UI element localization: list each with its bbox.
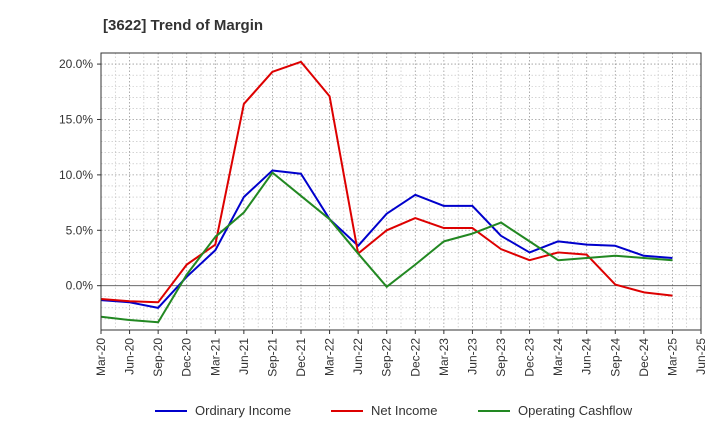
y-tick-label: 10.0%: [59, 168, 93, 182]
x-tick-label: Mar-24: [551, 338, 565, 376]
series-line-ordinary-income: [100, 169, 673, 309]
x-tick-label: Sep-22: [380, 338, 394, 377]
x-tick-label: Jun-21: [237, 338, 251, 375]
series-line-operating-cashflow: [100, 171, 673, 324]
y-tick-label: 20.0%: [59, 57, 93, 71]
legend-label: Net Income: [371, 403, 437, 418]
legend-label: Ordinary Income: [195, 403, 291, 418]
plot-frame: [100, 52, 702, 331]
x-tick-label: Jun-24: [580, 338, 594, 375]
x-tick-label: Mar-23: [437, 338, 451, 376]
x-axis-ticks: Mar-20 Jun-20 Sep-20 Dec-20 Mar-21 Jun-21 Sep-…: [94, 330, 708, 377]
x-tick-label: Jun-20: [123, 338, 137, 375]
x-tick-label: Sep-21: [265, 338, 279, 377]
x-tick-label: Mar-20: [94, 338, 108, 376]
x-tick-label: Sep-23: [494, 338, 508, 377]
x-tick-label: Jun-23: [465, 338, 479, 375]
x-tick-label: Dec-20: [180, 338, 194, 377]
y-axis-ticks: 0.0% 5.0% 10.0% 15.0% 20.0%: [59, 57, 101, 293]
x-tick-label: Jun-25: [694, 338, 708, 375]
y-tick-label: 5.0%: [66, 223, 94, 237]
x-tick-label: Jun-22: [351, 338, 365, 375]
chart-title: [3622] Trend of Margin: [103, 17, 263, 34]
grid-lines: [100, 52, 702, 331]
x-tick-label: Dec-21: [294, 338, 308, 377]
x-tick-label: Mar-21: [208, 338, 222, 376]
x-tick-label: Dec-22: [408, 338, 422, 377]
x-tick-label: Sep-24: [608, 338, 622, 377]
legend-label: Operating Cashflow: [518, 403, 633, 418]
y-tick-label: 15.0%: [59, 112, 93, 126]
x-tick-label: Mar-25: [665, 338, 679, 376]
x-tick-label: Dec-24: [637, 338, 651, 377]
x-tick-label: Sep-20: [151, 338, 165, 377]
series-line-net-income: [100, 60, 673, 304]
series-lines: [100, 60, 673, 324]
x-tick-label: Mar-22: [323, 338, 337, 376]
legend: Ordinary Income Net Income Operating Cashf…: [155, 403, 633, 418]
y-tick-label: 0.0%: [66, 279, 94, 293]
x-tick-label: Dec-23: [523, 338, 537, 377]
